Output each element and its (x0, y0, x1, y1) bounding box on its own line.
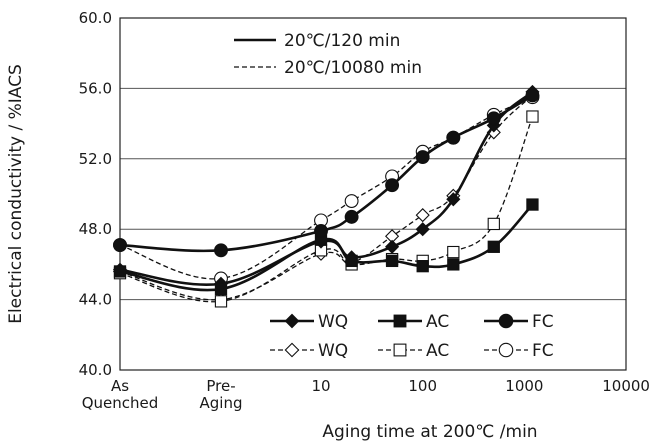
y-tick-label: 40.0 (79, 361, 112, 379)
circle-marker (385, 178, 400, 193)
gridlines (120, 87, 626, 301)
square-marker (214, 282, 228, 296)
square-marker (385, 254, 399, 268)
series-line (119, 96, 533, 280)
legend-label: AC (426, 312, 449, 332)
series-layer (112, 84, 540, 308)
square-marker (345, 254, 358, 268)
legend-entry-square-120: AC (378, 312, 449, 332)
circle-marker (486, 111, 501, 126)
diamond-marker (284, 342, 300, 358)
series-diamond-10080 (112, 88, 540, 307)
circle-marker (415, 150, 430, 164)
x-axis-title: Aging time at 200℃ /min (322, 422, 537, 442)
series-square-10080 (113, 110, 539, 308)
y-tick-label: 60.0 (79, 9, 112, 27)
x-tick-label: As (111, 377, 129, 395)
legend-label: AC (426, 341, 449, 361)
legend-line-style: 20℃/120 min 20℃/10080 min (234, 31, 422, 78)
legend-label: FC (532, 341, 554, 361)
legend-label: 20℃/120 min (284, 31, 400, 51)
x-tick-label: 10 (311, 377, 330, 395)
circle-marker (214, 243, 228, 258)
x-tick-label: 10000 (602, 377, 650, 395)
legend-label: 20℃/10080 min (284, 58, 422, 78)
legend-entry-diamond-120: WQ (270, 312, 348, 332)
y-tick-label: 48.0 (79, 220, 112, 238)
square-marker (526, 198, 539, 211)
square-marker (447, 258, 460, 271)
series-diamond-120 (112, 84, 540, 291)
diamond-marker (284, 313, 300, 329)
circle-marker (498, 313, 514, 329)
diamond-marker (385, 239, 400, 254)
y-tick-label: 44.0 (79, 291, 112, 309)
legend-entry-diamond-10080: WQ (270, 341, 348, 361)
square-marker (113, 265, 127, 278)
square-marker (393, 314, 407, 328)
square-marker (447, 245, 460, 259)
diamond-marker (446, 192, 461, 207)
y-tick-label: 52.0 (79, 150, 112, 168)
square-marker (393, 343, 407, 357)
series-line (119, 94, 533, 301)
square-marker (487, 217, 500, 231)
x-tick-label: 100 (408, 377, 437, 395)
circle-marker (314, 224, 328, 238)
square-marker (526, 110, 539, 123)
circle-marker (446, 130, 461, 145)
x-tick-label: Pre- (206, 377, 235, 395)
circle-marker (498, 342, 514, 358)
x-tick-label: Quenched (82, 394, 159, 412)
x-tick-label: 1000 (505, 377, 543, 395)
legend-entry-square-10080: AC (378, 341, 449, 361)
legend-box (262, 308, 567, 364)
legend-label: WQ (318, 341, 348, 361)
legend-markers: WQ AC FC WQ AC FC (262, 308, 567, 364)
y-axis-title: Electrical conductivity / %IACS (6, 64, 26, 324)
legend-entry-circle-10080: FC (484, 341, 554, 361)
legend-label: FC (532, 312, 554, 332)
legend-label: WQ (318, 312, 348, 332)
circle-marker (344, 194, 359, 208)
square-marker (214, 295, 228, 308)
plot-area (119, 17, 627, 371)
square-marker (487, 240, 500, 253)
y-tick-label: 56.0 (79, 79, 112, 97)
y-axis-ticks: 40.0 44.0 48.0 52.0 56.0 60.0 (79, 9, 112, 379)
x-tick-label: Aging (200, 394, 243, 412)
circle-marker (525, 88, 540, 103)
series-square-120 (113, 198, 539, 296)
series-line (119, 116, 534, 303)
square-marker (416, 260, 429, 273)
circle-marker (113, 238, 127, 252)
diamond-marker (415, 222, 430, 237)
series-circle-120 (113, 88, 540, 258)
circle-marker (344, 209, 359, 224)
diamond-marker (415, 208, 430, 223)
legend-entry-circle-120: FC (484, 312, 554, 332)
